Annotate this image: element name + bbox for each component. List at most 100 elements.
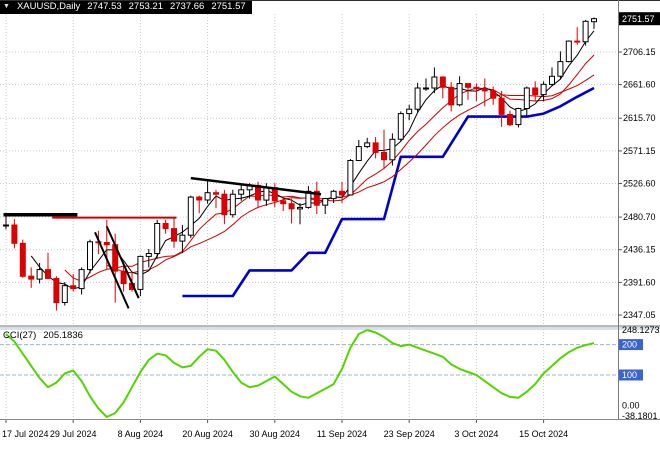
candle-body	[145, 253, 152, 257]
price-tick-label[interactable]: 2480.70	[623, 212, 656, 222]
candle-body	[154, 223, 161, 254]
cci-level-label: 200	[622, 340, 637, 350]
candle-body	[389, 138, 396, 161]
candle-body	[179, 234, 186, 242]
candle-body	[397, 113, 404, 140]
candle-body	[381, 151, 387, 161]
trendline	[94, 231, 130, 309]
symbol-timeframe-label: XAUUSD,Daily	[16, 1, 81, 12]
candle-body	[305, 190, 312, 208]
candle-body	[53, 277, 60, 304]
candle-body	[196, 196, 203, 201]
collapse-indicator-icon[interactable]: ▼	[3, 3, 10, 10]
candle-body	[423, 87, 429, 90]
candle-body	[28, 275, 35, 280]
ohlc-low-value: 2737.66	[169, 1, 205, 12]
candle-body	[61, 285, 68, 304]
date-tick-label[interactable]: 23 Sep 2024	[384, 429, 435, 439]
price-tick-label[interactable]: 2661.60	[623, 80, 656, 90]
candle-body	[162, 223, 169, 230]
candle-body	[280, 200, 287, 205]
candle-body	[137, 255, 144, 290]
price-tick-label[interactable]: 2526.60	[623, 179, 656, 189]
price-tick-label[interactable]: 2615.70	[623, 113, 656, 123]
price-tick-label[interactable]: 2706.15	[623, 47, 656, 57]
candle-body	[481, 88, 488, 92]
support-line	[182, 86, 595, 298]
candle-body	[372, 142, 379, 153]
candle-body	[431, 76, 438, 89]
cci-min-label: -38.1801	[622, 411, 658, 421]
candle-body	[523, 87, 530, 109]
candle-body	[364, 142, 371, 148]
candle-body	[297, 206, 303, 210]
candle-body	[339, 190, 345, 196]
candle-body	[187, 196, 194, 236]
candle-body	[582, 20, 589, 43]
symbol-ohlc-strip: ▼ XAUUSD,Daily 2747.53 2753.21 2737.66 2…	[0, 1, 252, 14]
candle-body	[498, 97, 505, 115]
candle-body	[465, 83, 471, 88]
candle-body	[322, 198, 329, 206]
candle-body	[347, 160, 354, 196]
candle-body	[229, 193, 236, 216]
candle-body	[439, 76, 446, 88]
cci-line	[5, 329, 595, 418]
date-tick-label[interactable]: 3 Oct 2024	[454, 429, 498, 439]
ohlc-high-value: 2753.21	[128, 1, 163, 12]
date-tick-label[interactable]: 20 Aug 2024	[182, 429, 233, 439]
date-tick-label[interactable]: 17 Jul 2024	[2, 429, 49, 439]
candle-body	[507, 113, 513, 126]
candle-body	[87, 241, 93, 271]
date-tick-label[interactable]: 15 Oct 2024	[519, 429, 568, 439]
trendline	[105, 225, 140, 299]
candle-body	[103, 242, 110, 246]
candle-body	[549, 75, 555, 85]
candle-body	[120, 270, 127, 285]
candle-body	[591, 18, 597, 23]
candle-body	[330, 190, 337, 200]
candle-body	[540, 83, 547, 96]
candle-body	[221, 193, 228, 216]
candle-body	[414, 87, 421, 110]
ma-red-fast	[64, 54, 595, 282]
candle-body	[171, 228, 177, 242]
ohlc-open-value: 2747.53	[87, 1, 122, 12]
price-tick-label[interactable]: 2571.15	[623, 146, 656, 156]
date-tick-label[interactable]: 11 Sep 2024	[317, 429, 367, 439]
indicator-value: 205.1836	[43, 330, 83, 341]
current-price-label: 2751.57	[622, 14, 655, 24]
candle-body	[70, 285, 77, 290]
price-tick-label[interactable]: 2436.15	[623, 245, 656, 255]
candle-body	[238, 189, 245, 195]
candle-body	[515, 108, 522, 126]
candle-body	[313, 190, 320, 206]
candle-body	[557, 61, 564, 77]
candle-body	[406, 108, 413, 115]
cci-level-badge	[619, 339, 643, 351]
candle-body	[288, 203, 295, 210]
price-tick-label[interactable]: 2347.05	[623, 310, 656, 320]
cci-zero-label: 0.00	[622, 400, 640, 410]
date-tick-label[interactable]: 8 Aug 2024	[118, 429, 164, 439]
candle-body	[3, 224, 9, 227]
panel-separator[interactable]	[0, 325, 660, 328]
candle-body	[263, 187, 270, 201]
cci-level-label: 100	[622, 370, 637, 380]
date-tick-label[interactable]: 30 Aug 2024	[250, 429, 301, 439]
indicator-name: CCI(27)	[3, 330, 37, 341]
candle-body	[11, 224, 18, 244]
candle-body	[532, 87, 539, 96]
candle-body	[456, 83, 463, 106]
candle-body	[36, 269, 43, 280]
price-tick-label[interactable]: 2391.60	[623, 277, 656, 287]
trendline	[190, 176, 322, 196]
candle-body	[355, 146, 362, 162]
date-tick-label[interactable]: 29 Jul 2024	[50, 429, 97, 439]
cci-max-label: 248.1273	[622, 325, 660, 335]
candle-body	[490, 90, 497, 99]
indicator-label: CCI(27) 205.1836	[3, 330, 83, 341]
candle-body	[19, 242, 26, 277]
